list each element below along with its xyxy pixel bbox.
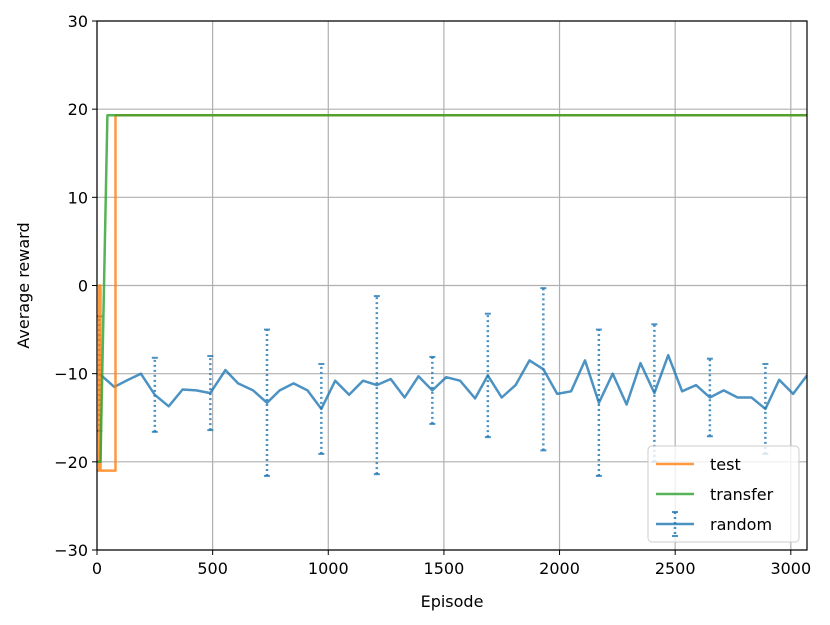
x-tick-label: 1500 bbox=[424, 559, 465, 578]
legend-label-transfer: transfer bbox=[710, 485, 774, 504]
y-tick-label: 0 bbox=[78, 277, 88, 296]
series-test bbox=[97, 114, 807, 472]
legend-label-test: test bbox=[710, 455, 741, 474]
series-layer bbox=[97, 114, 807, 477]
x-tick-label: 3000 bbox=[770, 559, 811, 578]
x-tick-label: 0 bbox=[92, 559, 102, 578]
y-tick-label: 20 bbox=[68, 100, 88, 119]
series-line-random bbox=[98, 353, 807, 411]
x-tick-label: 2500 bbox=[655, 559, 696, 578]
x-axis-label: Episode bbox=[421, 592, 484, 611]
x-tick-label: 2000 bbox=[539, 559, 580, 578]
x-tick-label: 1000 bbox=[308, 559, 349, 578]
y-tick-label: −20 bbox=[54, 453, 88, 472]
series-line-test bbox=[97, 114, 807, 472]
y-tick-label: −10 bbox=[54, 365, 88, 384]
y-tick-label: −30 bbox=[54, 541, 88, 560]
y-tick-label: 10 bbox=[68, 188, 88, 207]
series-line-transfer bbox=[97, 114, 807, 464]
y-tick-label: 30 bbox=[68, 12, 88, 31]
y-axis-label: Average reward bbox=[14, 222, 33, 348]
series-random bbox=[97, 287, 807, 477]
legend-box bbox=[647, 445, 800, 543]
legend: test transfer random bbox=[647, 445, 800, 543]
series-transfer bbox=[97, 114, 807, 464]
ticks: 0 500 1000 1500 2000 2500 3000 30 20 10 0 −10 −20 −30 bbox=[54, 12, 811, 578]
legend-label-random: random bbox=[710, 515, 772, 534]
x-tick-label: 500 bbox=[197, 559, 228, 578]
